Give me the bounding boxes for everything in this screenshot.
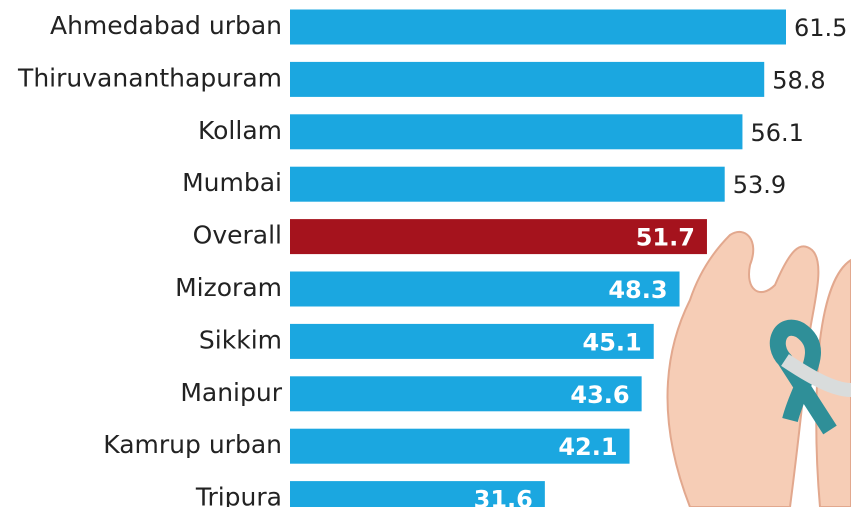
value-label: 56.1 [750, 119, 803, 147]
category-label: Tripura [195, 483, 282, 507]
value-label: 51.7 [636, 224, 695, 252]
bar [290, 481, 545, 507]
bar [290, 323, 654, 359]
category-label: Ahmedabad urban [50, 11, 282, 40]
bar [290, 114, 743, 150]
bar [290, 271, 680, 307]
category-label: Kollam [198, 116, 282, 145]
category-label: Sikkim [199, 325, 282, 354]
bar [290, 166, 725, 202]
category-label: Mizoram [175, 273, 282, 302]
value-label: 53.9 [733, 171, 786, 199]
value-label: 61.5 [794, 14, 847, 42]
category-label: Mumbai [182, 168, 282, 197]
value-label: 42.1 [558, 433, 617, 461]
category-label: Manipur [180, 378, 282, 407]
category-label: Overall [193, 221, 282, 250]
value-label: 48.3 [608, 276, 667, 304]
bar [290, 376, 642, 412]
bar [290, 219, 707, 255]
hands-illustration [666, 230, 851, 507]
category-label: Kamrup urban [103, 430, 282, 459]
bar [290, 428, 630, 464]
ribbon [769, 319, 837, 435]
value-label: 58.8 [772, 66, 825, 94]
value-label: 31.6 [474, 486, 533, 507]
ribbon-tail [781, 354, 851, 397]
value-label: 43.6 [570, 381, 629, 409]
category-label: Thiruvananthapuram [17, 63, 282, 92]
value-label: 45.1 [583, 328, 642, 356]
bar [290, 9, 786, 45]
bar [290, 61, 765, 97]
